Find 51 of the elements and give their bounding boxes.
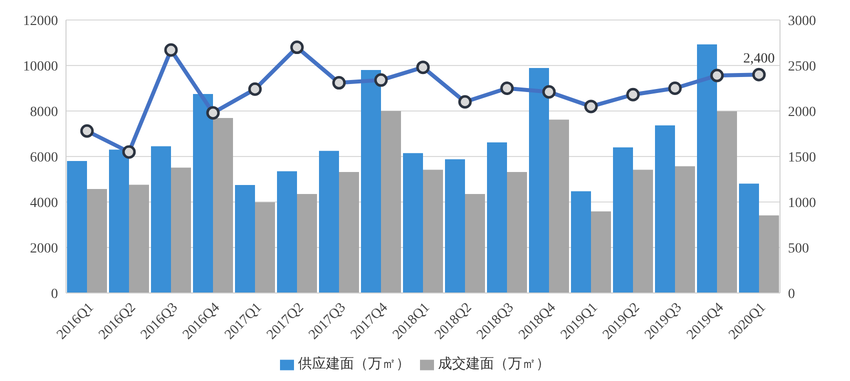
bar (381, 111, 401, 293)
bar (129, 184, 149, 293)
y-tick-label: 4000 (30, 196, 58, 211)
bar (193, 94, 213, 293)
y2-tick-label: 1500 (788, 150, 816, 166)
y-tick-label: 10000 (23, 59, 58, 74)
legend-label: 供应建面（万㎡） (298, 357, 410, 372)
bar (361, 70, 381, 293)
bar (403, 153, 423, 293)
bar (87, 189, 107, 293)
bar (739, 184, 759, 293)
bar (109, 150, 129, 293)
data-label: 2,400 (743, 52, 775, 67)
bar (613, 147, 633, 293)
bar (151, 146, 171, 293)
bar (507, 172, 527, 293)
bar (319, 150, 339, 293)
bar (675, 166, 695, 293)
y2-tick-label: 2500 (788, 59, 816, 74)
bar (171, 168, 191, 293)
y-tick-label: 8000 (30, 104, 58, 120)
y2-tick-label: 2000 (788, 104, 816, 120)
legend-label: 成交建面（万㎡） (438, 357, 550, 372)
bar (277, 171, 297, 293)
bar (465, 194, 485, 293)
y-tick-label: 0 (51, 286, 58, 302)
bar (339, 172, 359, 293)
bar (445, 159, 465, 293)
bar (759, 215, 779, 293)
bar (213, 118, 233, 293)
bar (297, 194, 317, 293)
bar (67, 161, 87, 293)
y2-tick-label: 1000 (788, 196, 816, 211)
bar (697, 44, 717, 293)
bar (235, 184, 255, 293)
bar (655, 125, 675, 293)
bar (591, 211, 611, 293)
y2-tick-label: 500 (788, 241, 809, 256)
y-tick-label: 12000 (23, 14, 58, 29)
y-tick-label: 6000 (30, 150, 58, 166)
bar (717, 111, 737, 293)
bar (549, 120, 569, 293)
y2-tick-label: 0 (788, 286, 795, 302)
bar (633, 170, 653, 293)
bar (255, 202, 275, 293)
y2-tick-label: 3000 (788, 14, 816, 29)
bar (529, 68, 549, 293)
bar (571, 191, 591, 293)
bar (423, 170, 443, 293)
y-tick-label: 2000 (30, 241, 58, 256)
bar (487, 142, 507, 293)
